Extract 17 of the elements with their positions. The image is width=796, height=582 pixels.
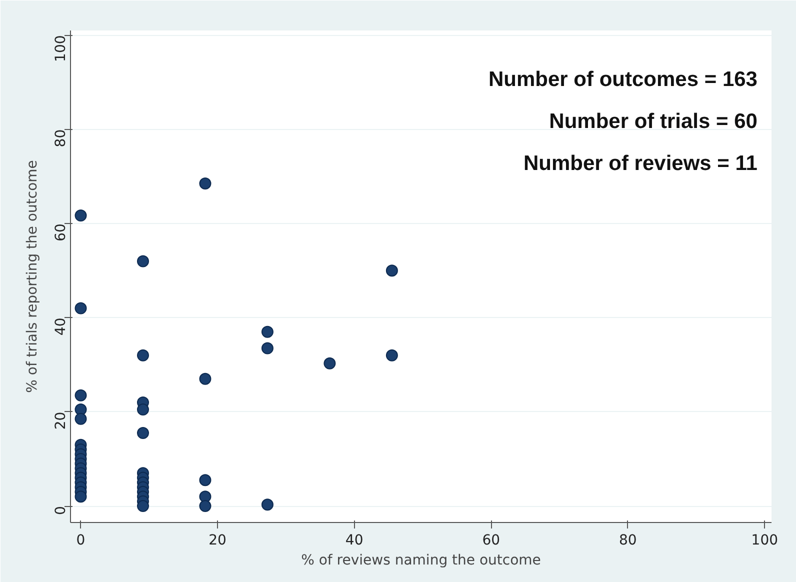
x-tick-label: 40 bbox=[345, 532, 364, 548]
y-axis-title: % of trials reporting the outcome bbox=[24, 160, 40, 393]
annotation: Number of trials = 60 bbox=[549, 110, 758, 134]
x-tick-label: 60 bbox=[482, 532, 500, 548]
x-tick-label: 0 bbox=[76, 532, 86, 548]
y-tick-label: 0 bbox=[53, 506, 69, 515]
x-axis-title: % of reviews naming the outcome bbox=[301, 552, 541, 568]
y-tick-label: 20 bbox=[53, 412, 69, 430]
y-tick-label: 60 bbox=[53, 224, 69, 242]
x-tick-label: 100 bbox=[751, 532, 778, 548]
x-tick-label: 20 bbox=[208, 532, 226, 548]
y-tick-label: 40 bbox=[53, 318, 69, 336]
y-tick-label: 80 bbox=[53, 129, 69, 148]
y-tick-label: 100 bbox=[53, 35, 69, 62]
annotation: Number of reviews = 11 bbox=[523, 152, 758, 175]
x-tick-label: 80 bbox=[618, 532, 637, 548]
annotation: Number of outcomes = 163 bbox=[488, 68, 758, 92]
